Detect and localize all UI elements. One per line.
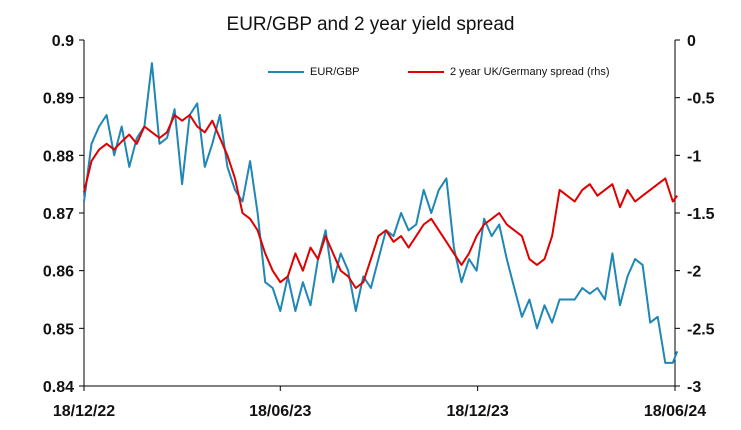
legend-swatch-spread	[408, 71, 444, 73]
right-tick-label: -0.5	[687, 91, 715, 108]
left-tick-label: 0.88	[43, 148, 74, 165]
legend-label-spread: 2 year UK/Germany spread (rhs)	[450, 66, 610, 78]
left-tick-label: 0.84	[43, 379, 74, 396]
right-tick-label: -3	[687, 379, 701, 396]
left-tick-label: 0.85	[43, 321, 74, 338]
left-tick-label: 0.9	[52, 33, 74, 50]
legend-item-spread: 2 year UK/Germany spread (rhs)	[408, 66, 610, 78]
x-tick-label: 18/06/23	[249, 403, 311, 420]
series-line-eurgbp	[83, 62, 679, 364]
right-tick-label: 0	[687, 33, 696, 50]
right-tick-label: -1	[687, 148, 701, 165]
left-tick-label: 0.89	[43, 91, 74, 108]
right-tick-label: -1.5	[687, 206, 715, 223]
chart-title: EUR/GBP and 2 year yield spread	[226, 14, 515, 35]
x-tick-label: 18/06/24	[644, 403, 706, 420]
legend-label-eurgbp: EUR/GBP	[310, 66, 360, 78]
right-tick-label: -2	[687, 264, 701, 281]
left-tick-label: 0.86	[43, 264, 74, 281]
right-tick-label: -2.5	[687, 321, 715, 338]
x-tick-label: 18/12/22	[53, 403, 115, 420]
legend-item-eurgbp: EUR/GBP	[268, 66, 360, 78]
left-tick-label: 0.87	[43, 206, 74, 223]
x-tick-label: 18/12/23	[446, 403, 508, 420]
legend-swatch-eurgbp	[268, 71, 304, 73]
series-line-spread	[83, 114, 678, 289]
